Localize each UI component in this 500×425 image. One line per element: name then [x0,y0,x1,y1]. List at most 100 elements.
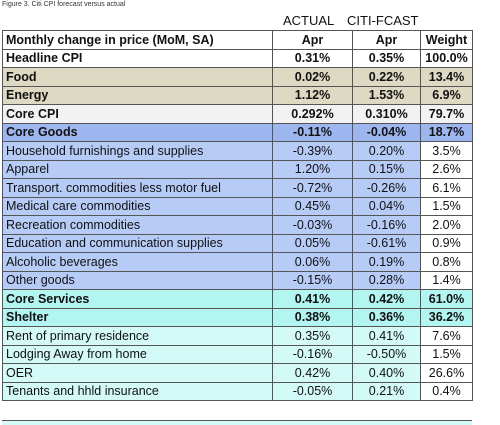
group-heading: CITI-FCAST [347,13,419,28]
table-row: Apparel 1.20% 0.15% 2.6% [2,159,473,179]
cell: 1.5% [420,196,473,216]
cell: 36.2% [420,307,473,327]
cell: 0.20% [352,141,421,161]
cell: 0.42% [272,363,353,383]
caption: Figure 3. Citi CPI forecast versus actua… [2,1,126,8]
cell: -0.11% [272,122,353,142]
row-label: Headline CPI [2,48,273,68]
row-label: Medical care commodities [2,196,273,216]
group-heading: ACTUAL [283,13,335,28]
cell: 6.1% [420,178,473,198]
row-label: Education and communication supplies [2,233,273,253]
row-label: Core CPI [2,104,273,124]
cell: -0.16% [272,344,353,364]
cell: 0.42% [352,289,421,309]
cell: -0.03% [272,215,353,235]
row-label: Lodging Away from home [2,344,273,364]
row-label: Alcoholic beverages [2,252,273,272]
row-label: Core Goods [2,122,273,142]
table-row: Recreation commodities -0.03% -0.16% 2.0% [2,215,473,235]
header-cell: Weight [420,30,473,50]
cell: -0.61% [352,233,421,253]
cell: 2.0% [420,215,473,235]
header-cell: Monthly change in price (MoM, SA) [2,30,273,50]
row-label: Tenants and hhld insurance [2,381,273,401]
table-row: Energy 1.12% 1.53% 6.9% [2,85,473,105]
cell: 0.41% [272,289,353,309]
cell: 7.6% [420,326,473,346]
row-label: Apparel [2,159,273,179]
row-label: Energy [2,85,273,105]
table-row: Transport. commodities less motor fuel -0… [2,178,473,198]
cell: 18.7% [420,122,473,142]
row-label: Transport. commodities less motor fuel [2,178,273,198]
cell: 0.310% [352,104,421,124]
cell: 0.05% [272,233,353,253]
row-label: Core Services [2,289,273,309]
table-row: Core Goods -0.11% -0.04% 18.7% [2,122,473,142]
row-label: Rent of primary residence [2,326,273,346]
row-label: Household furnishings and supplies [2,141,273,161]
cell: -0.50% [352,344,421,364]
cell: 1.53% [352,85,421,105]
cell: -0.16% [352,215,421,235]
header-cell: Apr [272,30,353,50]
cell: 0.21% [352,381,421,401]
cell: 26.6% [420,363,473,383]
cell: 0.06% [272,252,353,272]
table-row: Shelter 0.38% 0.36% 36.2% [2,307,473,327]
row-label: OER [2,363,273,383]
column-groups: ACTUAL CITI-FCAST [0,13,472,29]
table-row: Core Services 0.41% 0.42% 61.0% [2,289,473,309]
cpi-table: Monthly change in price (MoM, SA) Apr Apr W… [2,30,473,401]
header-cell: Apr [352,30,421,50]
row-label: Food [2,67,273,87]
cell: 0.36% [352,307,421,327]
cell: -0.72% [272,178,353,198]
table-row: Tenants and hhld insurance -0.05% 0.21% 0.4… [2,381,473,401]
cell: 1.12% [272,85,353,105]
cell: 0.35% [272,326,353,346]
cell: 1.5% [420,344,473,364]
cell: 1.4% [420,270,473,290]
cell: 100.0% [420,48,473,68]
table-row: Other goods -0.15% 0.28% 1.4% [2,270,473,290]
row-label: Shelter [2,307,273,327]
table-row: Headline CPI 0.31% 0.35% 100.0% [2,48,473,68]
cell: 0.8% [420,252,473,272]
table-row: Rent of primary residence 0.35% 0.41% 7.6% [2,326,473,346]
cell: 0.292% [272,104,353,124]
cell: -0.39% [272,141,353,161]
table-row: Medical care commodities 0.45% 0.04% 1.5% [2,196,473,216]
cut-row [2,420,472,425]
cell: -0.26% [352,178,421,198]
cell: 0.41% [352,326,421,346]
cell: 0.04% [352,196,421,216]
table-row: Alcoholic beverages 0.06% 0.19% 0.8% [2,252,473,272]
table-row: Household furnishings and supplies -0.39%… [2,141,473,161]
cell: -0.04% [352,122,421,142]
cell: 79.7% [420,104,473,124]
table-row: Lodging Away from home -0.16% -0.50% 1.5% [2,344,473,364]
table-row: Education and communication supplies 0.05… [2,233,473,253]
cell: -0.05% [272,381,353,401]
row-label: Recreation commodities [2,215,273,235]
cell: 0.38% [272,307,353,327]
cell: 0.40% [352,363,421,383]
header-row: Monthly change in price (MoM, SA) Apr Apr W… [2,30,473,50]
cell: 61.0% [420,289,473,309]
table-row: OER 0.42% 0.40% 26.6% [2,363,473,383]
cell: 0.31% [272,48,353,68]
cell: 0.35% [352,48,421,68]
cell: 0.15% [352,159,421,179]
cell: 2.6% [420,159,473,179]
table-row: Core CPI 0.292% 0.310% 79.7% [2,104,473,124]
cell: 0.28% [352,270,421,290]
cell: 3.5% [420,141,473,161]
cell: 1.20% [272,159,353,179]
cell: 0.02% [272,67,353,87]
cell: 0.4% [420,381,473,401]
cell: -0.15% [272,270,353,290]
cell: 0.9% [420,233,473,253]
